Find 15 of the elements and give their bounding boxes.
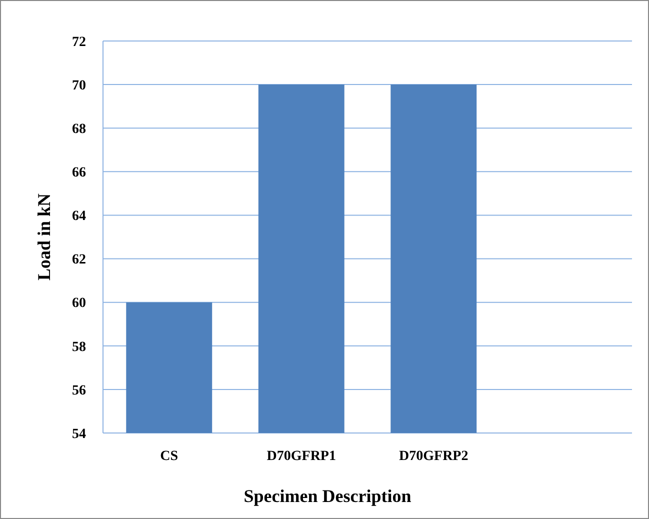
- y-tick-label: 70: [72, 78, 86, 94]
- y-tick-label: 58: [72, 340, 86, 355]
- y-tick-label: 62: [72, 252, 86, 268]
- y-tick-label: 54: [72, 426, 86, 442]
- x-tick-label: D70GFRP1: [266, 449, 336, 464]
- x-tick-label: CS: [160, 449, 178, 464]
- y-tick-label: 60: [72, 296, 86, 312]
- x-axis-title: Specimen Description: [244, 486, 412, 506]
- y-axis-title: Load in kN: [34, 193, 54, 281]
- x-tick-label: D70GFRP2: [399, 449, 468, 464]
- y-tick-label: 72: [72, 34, 86, 50]
- y-tick-label: 56: [72, 383, 86, 398]
- y-tick-label: 68: [72, 122, 86, 138]
- y-tick-label: 64: [72, 209, 86, 224]
- y-tick-label: 66: [72, 166, 86, 181]
